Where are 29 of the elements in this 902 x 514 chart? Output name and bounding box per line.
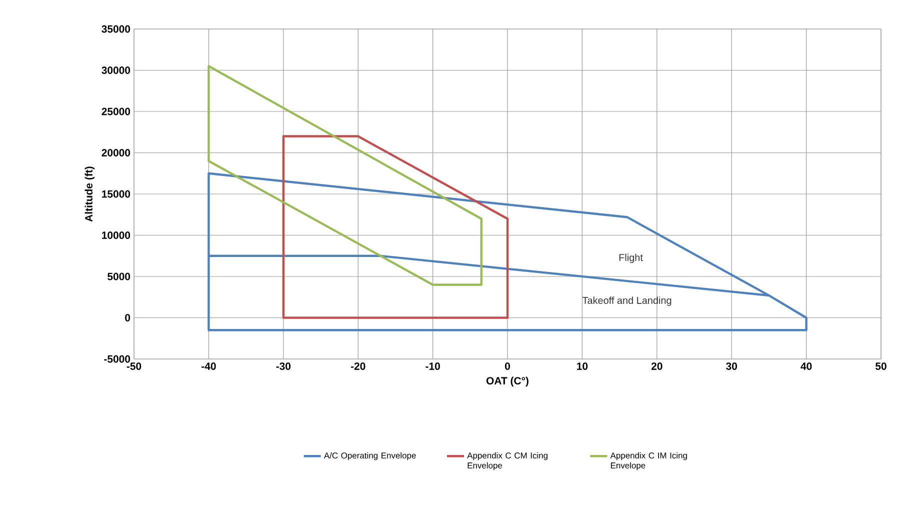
line-series [208, 172, 808, 332]
y-tick-label: 20000 [102, 149, 130, 156]
x-axis-title: OAT (C°) [486, 376, 528, 387]
legend-label: A/C Operating Envelope [324, 452, 416, 460]
y-tick-label: 35000 [102, 25, 130, 33]
x-tick-label: -30 [276, 362, 291, 370]
annotation: Takeoff and Landing [582, 296, 672, 306]
legend-label: Appendix C IM Icing Envelope [610, 452, 687, 470]
x-tick-label: -50 [126, 362, 142, 370]
y-tick-label: 15000 [102, 190, 130, 198]
legend-label: Appendix C CM Icing Envelope [467, 452, 548, 470]
x-tick-label: 0 [505, 362, 510, 370]
y-tick-label: 0 [125, 314, 130, 322]
x-tick-label: 40 [800, 362, 812, 370]
x-tick-label: 30 [726, 362, 737, 370]
y-tick-label: 30000 [102, 66, 130, 74]
x-tick-label: 10 [577, 362, 588, 370]
x-tick-label: -20 [350, 362, 366, 370]
x-tick-label: -40 [202, 362, 216, 370]
x-tick-label: -10 [426, 362, 440, 370]
annotation: Flight [619, 254, 643, 263]
y-tick-label: 5000 [108, 272, 130, 280]
x-tick-label: 50 [876, 362, 886, 370]
line-series [208, 65, 482, 286]
y-tick-label: -5000 [104, 355, 130, 363]
y-tick-label: 25000 [102, 108, 130, 116]
x-tick-label: 20 [651, 362, 662, 370]
y-axis-title: Altitude (ft) [84, 166, 95, 222]
y-tick-label: 10000 [102, 232, 130, 239]
